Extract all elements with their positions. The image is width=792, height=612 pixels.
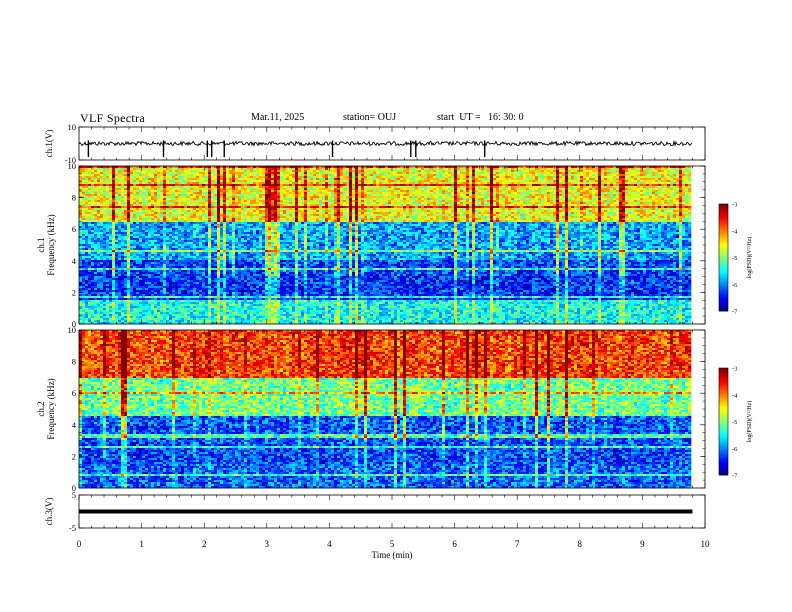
colorbar-tick-label: -4 (732, 228, 738, 235)
y-tick-label: 2 (72, 451, 76, 461)
x-axis: 0 1 2 3 4 5 6 7 8 9 10 Time (min) (77, 539, 710, 560)
x-tick-label: 1 (139, 539, 144, 549)
x-tick-label: 6 (452, 539, 457, 549)
y-tick-label: 10 (68, 161, 77, 171)
spectrogram-ch1-ylabel: ch.1 (36, 237, 46, 252)
spectrogram-ch2-image (79, 330, 691, 488)
x-axis-label: Time (min) (372, 550, 413, 560)
waveform-ch1-ylabel: ch.1(V) (44, 130, 54, 158)
x-tick-label: 10 (701, 539, 711, 549)
spectrogram-ch1-image (79, 166, 691, 324)
y-tick-label: 4 (72, 420, 77, 430)
y-tick-label: 6 (72, 224, 76, 234)
colorbar-tick-label: -6 (732, 282, 738, 289)
x-tick-label: 9 (640, 539, 645, 549)
colorbar-tick-label: -5 (732, 419, 737, 426)
panels-layer (79, 141, 692, 512)
colorbar-tick-label: -5 (732, 255, 737, 262)
colorbar-label: log(PSD)(V²/Hz) (746, 401, 753, 442)
colorbar-ch1: -3 -4 -5 -6 -7 log(PSD)(V²/Hz) (719, 202, 753, 316)
x-tick-label: 0 (77, 539, 82, 549)
x-tick-label: 2 (202, 539, 207, 549)
waveform-ch1-trace (79, 141, 692, 158)
x-tick-label: 8 (578, 539, 583, 549)
y-tick-label: 5 (72, 490, 76, 500)
y-tick-label: -5 (69, 523, 76, 533)
y-tick-label: 4 (72, 256, 77, 266)
x-tick-label: 5 (390, 539, 395, 549)
colorbar-tick-label: -7 (732, 473, 738, 480)
colorbar-label: log(PSD)(V²/Hz) (746, 237, 753, 278)
y-tick-label: 10 (68, 122, 77, 132)
waveform-ch3-ylabel: ch.3(V) (44, 498, 54, 526)
colorbar-ch2: -3 -4 -5 -6 -7 log(PSD)(V²/Hz) (719, 366, 753, 480)
y-tick-label: 8 (72, 357, 76, 367)
y-tick-label: 2 (72, 287, 76, 297)
x-tick-label: 4 (327, 539, 332, 549)
waveform-ch1-line (79, 142, 692, 146)
spectrogram-ch1-ylabel: Frequency (kHz) (46, 214, 56, 275)
colorbar-tick-label: -3 (732, 202, 737, 209)
spectrogram-ch2-ylabel: Frequency (kHz) (46, 378, 56, 439)
y-tick-label: 10 (68, 325, 77, 335)
colorbar-tick-label: -3 (732, 366, 737, 373)
colorbar-tick-label: -4 (732, 392, 738, 399)
y-tick-label: 6 (72, 388, 76, 398)
y-tick-label: 8 (72, 193, 76, 203)
x-tick-label: 7 (515, 539, 520, 549)
x-tick-label: 3 (265, 539, 270, 549)
colorbar-tick-label: -7 (732, 309, 738, 316)
colorbar-tick-label: -6 (732, 446, 738, 453)
spectrogram-ch2-ylabel: ch.2 (36, 401, 46, 416)
